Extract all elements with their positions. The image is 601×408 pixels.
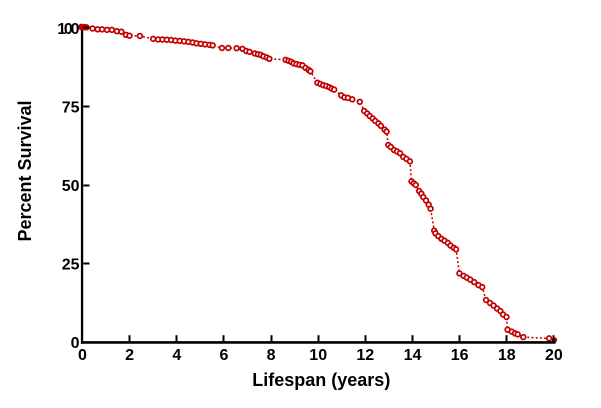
svg-text:Lifespan (years): Lifespan (years) (252, 370, 390, 390)
svg-text:14: 14 (404, 347, 422, 364)
svg-text:10: 10 (309, 347, 327, 364)
svg-text:8: 8 (267, 347, 276, 364)
svg-text:2: 2 (125, 347, 134, 364)
svg-text:18: 18 (498, 347, 516, 364)
svg-text:6: 6 (219, 347, 228, 364)
svg-text:75: 75 (62, 99, 80, 116)
svg-text:Percent Survival: Percent Survival (15, 100, 35, 241)
svg-text:100: 100 (57, 21, 79, 38)
svg-text:16: 16 (451, 347, 469, 364)
svg-text:0: 0 (71, 335, 80, 352)
svg-text:20: 20 (545, 347, 563, 364)
svg-text:0: 0 (78, 347, 87, 364)
svg-text:12: 12 (356, 347, 374, 364)
svg-text:4: 4 (172, 347, 181, 364)
svg-text:25: 25 (62, 257, 80, 274)
svg-text:50: 50 (62, 178, 80, 195)
